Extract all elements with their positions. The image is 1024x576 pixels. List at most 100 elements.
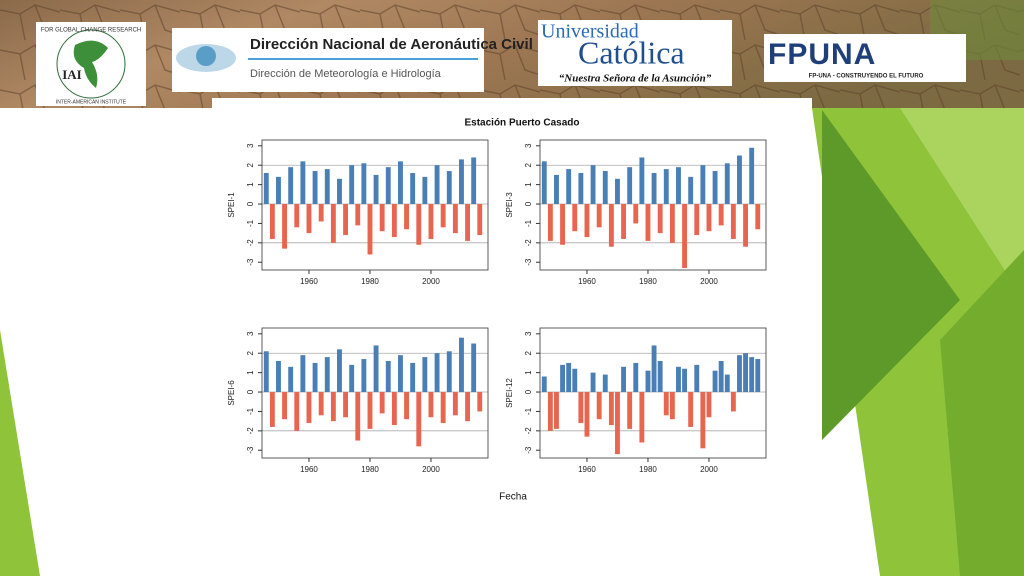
bar — [349, 364, 355, 393]
bar — [676, 167, 681, 205]
bar — [554, 174, 559, 205]
bar — [471, 343, 477, 393]
bar — [669, 204, 675, 243]
bar — [755, 204, 761, 230]
bar — [718, 360, 724, 393]
x-tick-label: 1980 — [639, 465, 657, 474]
bar — [373, 345, 379, 393]
bar — [749, 357, 755, 393]
bar — [669, 392, 675, 420]
bar — [663, 392, 669, 416]
bar — [288, 167, 294, 205]
bar — [410, 362, 416, 393]
bar — [627, 167, 633, 205]
y-tick-label: 1 — [246, 370, 255, 375]
bar — [428, 392, 434, 418]
bar — [663, 169, 669, 205]
bar — [547, 392, 553, 431]
bar — [294, 204, 300, 228]
x-tick-label: 1960 — [578, 277, 596, 286]
bar — [263, 172, 269, 205]
y-axis-title: SPEI-3 — [505, 192, 514, 218]
x-tick-label: 2000 — [700, 277, 718, 286]
bar — [465, 392, 471, 422]
logo-text: FPUNA — [768, 38, 876, 71]
bar — [471, 157, 477, 205]
logo-text: FP-UNA - CONSTRUYENDO EL FUTURO — [809, 74, 924, 80]
bar — [282, 204, 288, 249]
bar — [269, 392, 275, 427]
bar — [651, 345, 657, 393]
logo-text: Católica — [578, 34, 685, 70]
bar — [645, 204, 651, 241]
logo-arc-text: FOR GLOBAL CHANGE RESEARCH — [41, 28, 141, 34]
bar — [434, 353, 440, 393]
y-tick-label: 0 — [246, 389, 255, 394]
bar — [440, 204, 446, 228]
x-tick-label: 1960 — [300, 465, 318, 474]
bar — [477, 392, 483, 412]
bar — [355, 392, 361, 441]
y-tick-label: -3 — [246, 446, 255, 454]
y-tick-label: 3 — [246, 143, 255, 148]
bar — [324, 169, 330, 205]
bar — [330, 204, 336, 243]
logo-uca — [538, 20, 732, 86]
bar — [318, 204, 324, 222]
bar — [398, 355, 403, 393]
bar — [343, 204, 349, 236]
bar — [749, 147, 755, 205]
bar — [694, 364, 700, 393]
y-tick-label: 3 — [524, 331, 533, 336]
y-tick-label: 0 — [246, 201, 255, 206]
bar — [608, 204, 614, 247]
bar — [645, 370, 651, 393]
bar — [361, 359, 367, 393]
bar — [282, 392, 288, 420]
bar — [578, 392, 584, 424]
bar — [621, 366, 627, 393]
bar — [324, 357, 330, 393]
y-tick-label: 2 — [246, 350, 255, 355]
logo-text: IAI — [62, 67, 82, 82]
bar — [639, 392, 645, 443]
bar — [566, 169, 572, 205]
bar — [318, 392, 324, 416]
bar — [373, 174, 379, 205]
bar — [572, 368, 578, 393]
bar — [706, 204, 712, 232]
bar — [584, 392, 590, 437]
bar — [434, 165, 440, 205]
y-tick-label: 0 — [524, 201, 533, 206]
bar — [615, 392, 620, 455]
y-tick-label: 2 — [524, 162, 533, 167]
bar — [349, 165, 355, 205]
y-axis-title: SPEI-1 — [227, 192, 236, 218]
logo-text: “Nuestra Señora de la Asunción” — [559, 73, 712, 85]
bar — [452, 392, 458, 416]
bar — [596, 204, 602, 228]
y-tick-label: 1 — [246, 182, 255, 187]
bar — [263, 351, 269, 393]
y-tick-label: -3 — [246, 258, 255, 266]
bar — [554, 392, 559, 429]
y-axis-title: SPEI-12 — [505, 378, 514, 408]
bar — [446, 351, 452, 393]
bar — [385, 360, 391, 393]
logo-arc-text: INTER-AMERICAN INSTITUTE — [56, 99, 127, 105]
y-tick-label: -2 — [524, 427, 533, 435]
bar — [657, 360, 663, 393]
y-tick-label: -1 — [524, 219, 533, 227]
bar — [688, 176, 694, 205]
bar — [404, 204, 410, 230]
y-tick-label: -1 — [246, 219, 255, 227]
bar — [404, 392, 410, 420]
bar — [477, 204, 483, 236]
bar — [361, 163, 367, 205]
y-tick-label: 1 — [524, 370, 533, 375]
bar — [633, 204, 639, 224]
y-tick-label: 3 — [246, 331, 255, 336]
bar — [422, 176, 428, 205]
figure-panel — [212, 98, 812, 566]
bar — [379, 204, 385, 232]
